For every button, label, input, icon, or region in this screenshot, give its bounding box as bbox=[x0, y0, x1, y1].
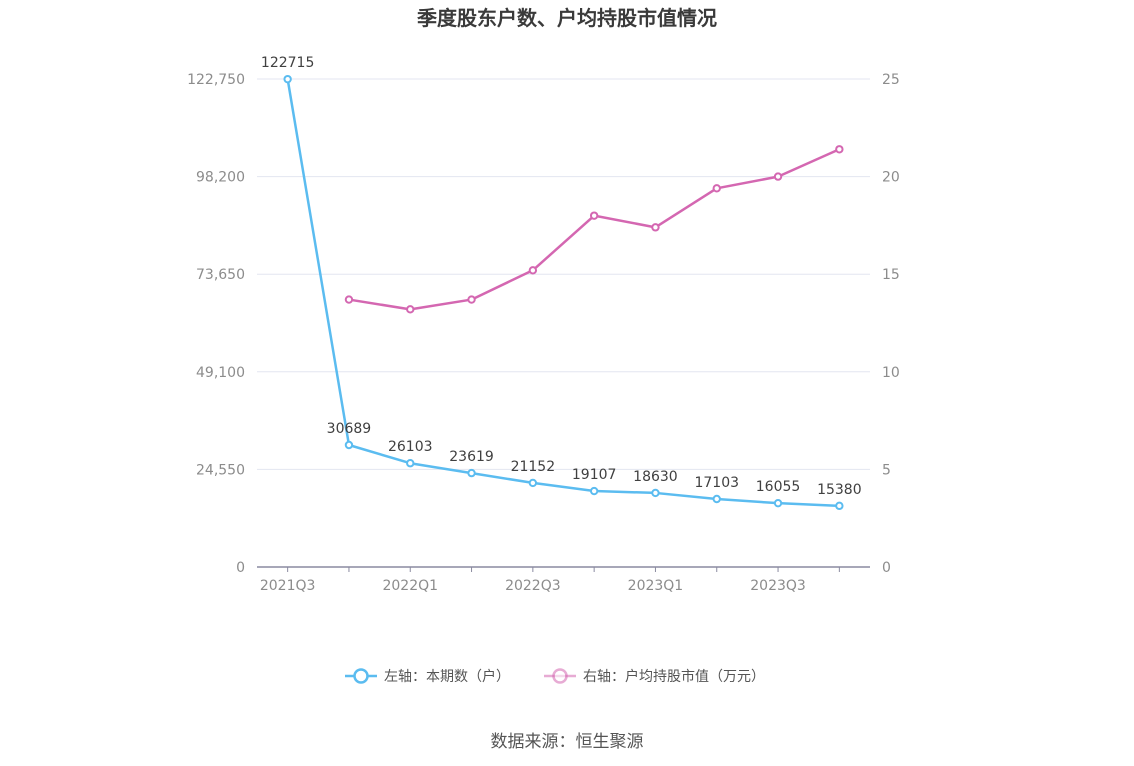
x-axis-tick-label: 2023Q1 bbox=[628, 578, 684, 594]
series-point bbox=[344, 440, 354, 450]
left-axis-tick-label: 49,100 bbox=[196, 365, 245, 381]
right-axis-tick-label: 5 bbox=[882, 462, 891, 478]
source-note: 数据来源：恒生聚源 bbox=[491, 732, 644, 752]
axes: 0 0 24,550 5 49,100 10 73,650 15 98,200 20 122,750… bbox=[187, 72, 900, 594]
series-point bbox=[651, 223, 660, 232]
series-point bbox=[528, 266, 538, 275]
series-point bbox=[406, 459, 415, 468]
legend-swatch-marker bbox=[552, 668, 568, 684]
x-axis-tick-label: 2022Q3 bbox=[505, 578, 561, 594]
left-axis-tick-label: 98,200 bbox=[196, 170, 245, 186]
series-point bbox=[589, 486, 599, 496]
series-line-1 bbox=[286, 78, 840, 508]
data-label: 21152 bbox=[511, 459, 556, 475]
data-label: 16055 bbox=[756, 479, 801, 495]
left-axis-tick-label: 24,550 bbox=[196, 462, 245, 478]
series-point bbox=[589, 211, 599, 220]
series-line-2 bbox=[348, 148, 840, 311]
series-point bbox=[773, 498, 783, 508]
legend-label: 右轴：户均持股市值（万元） bbox=[583, 668, 765, 685]
series-point bbox=[712, 184, 721, 193]
legend-item-2[interactable]: 右轴：户均持股市值（万元） bbox=[544, 668, 765, 685]
data-label: 23619 bbox=[449, 449, 494, 465]
chart-title: 季度股东户数、户均持股市值情况 bbox=[416, 6, 717, 30]
left-axis-tick-label: 0 bbox=[236, 560, 245, 576]
right-axis-tick-label: 0 bbox=[882, 560, 891, 576]
legend-swatch-marker bbox=[353, 668, 369, 684]
series-point bbox=[773, 172, 783, 181]
data-label: 19107 bbox=[572, 467, 617, 483]
x-axis-tick-label: 2023Q3 bbox=[750, 578, 806, 594]
x-axis-tick-label: 2022Q1 bbox=[382, 578, 438, 594]
data-label: 17103 bbox=[694, 475, 739, 491]
legend-label: 左轴：本期数（户） bbox=[384, 668, 510, 685]
left-axis-tick-label: 122,750 bbox=[187, 72, 245, 88]
data-label: 122715 bbox=[261, 55, 314, 71]
series-point bbox=[406, 305, 415, 314]
data-label: 18630 bbox=[633, 469, 678, 485]
series-point bbox=[712, 494, 721, 504]
series-point bbox=[528, 478, 538, 488]
right-axis-tick-label: 20 bbox=[882, 170, 900, 186]
data-label: 15380 bbox=[817, 482, 862, 498]
series-point bbox=[283, 74, 292, 84]
x-axis-tick-label: 2021Q3 bbox=[260, 578, 316, 594]
series-point bbox=[835, 501, 844, 511]
series-point bbox=[651, 488, 660, 498]
series-point bbox=[467, 295, 476, 304]
series-point bbox=[344, 295, 354, 304]
right-axis-tick-label: 25 bbox=[882, 72, 900, 88]
right-axis-tick-label: 15 bbox=[882, 267, 900, 283]
data-labels: 122715 30689 26103 23619 21152 19107 18630 1710… bbox=[261, 55, 862, 498]
data-label: 30689 bbox=[327, 421, 372, 437]
series bbox=[283, 74, 844, 511]
series-point bbox=[467, 468, 476, 478]
grid bbox=[257, 78, 870, 470]
series-point bbox=[835, 145, 844, 154]
legend-item-1[interactable]: 左轴：本期数（户） bbox=[345, 668, 510, 685]
left-axis-tick-label: 73,650 bbox=[196, 267, 245, 283]
data-label: 26103 bbox=[388, 439, 433, 455]
legend[interactable]: 左轴：本期数（户） 右轴：户均持股市值（万元） bbox=[345, 668, 765, 685]
right-axis-tick-label: 10 bbox=[882, 365, 900, 381]
